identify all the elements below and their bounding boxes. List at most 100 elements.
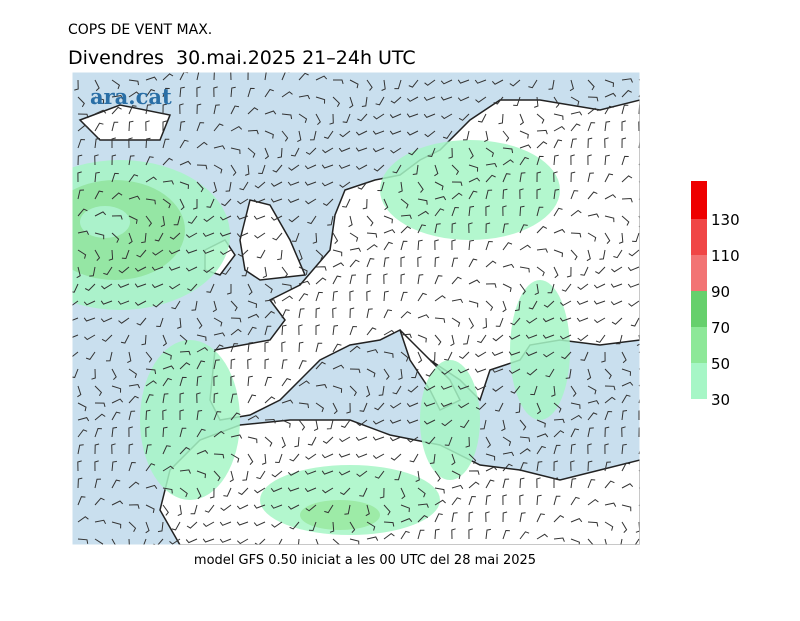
wind-barb — [128, 137, 133, 149]
wind-barb — [162, 103, 168, 115]
wind-barb — [553, 460, 559, 472]
wind-barb — [542, 334, 555, 339]
wind-barb — [213, 164, 223, 174]
wind-barb — [577, 334, 589, 342]
wind-barb — [621, 104, 629, 115]
wind-barb — [247, 358, 252, 370]
wind-barb — [145, 426, 150, 438]
wind-barb — [525, 351, 538, 357]
wind-barb — [349, 290, 354, 302]
wind-barb — [480, 419, 487, 430]
wind-barb — [491, 351, 504, 357]
wind-barb — [100, 317, 113, 323]
wind-barb — [272, 232, 283, 241]
wind-barb — [329, 113, 334, 125]
wind-barb — [145, 409, 151, 421]
wind-barb — [253, 198, 266, 204]
wind-barb — [254, 487, 266, 494]
wind-barb — [429, 453, 436, 464]
wind-barb — [221, 266, 232, 275]
wind-barb — [485, 240, 493, 251]
wind-barb — [638, 487, 640, 489]
wind-barb — [191, 300, 198, 311]
wind-barb — [415, 470, 420, 482]
wind-barb — [162, 180, 174, 185]
wind-barb — [372, 147, 385, 153]
wind-barb — [332, 96, 341, 108]
wind-barb — [206, 283, 215, 293]
wind-barb — [111, 192, 123, 200]
wind-barb — [287, 198, 300, 204]
wind-barb — [185, 538, 198, 544]
wind-barb — [424, 79, 436, 86]
wind-barb — [327, 215, 334, 226]
wind-barb — [536, 433, 549, 438]
wind-barb — [434, 295, 446, 302]
wind-barb — [196, 72, 200, 81]
wind-barb — [298, 402, 309, 409]
wind-barb — [187, 283, 198, 292]
wind-barb — [168, 266, 181, 271]
wind-barb — [434, 223, 441, 234]
wind-barb — [128, 481, 140, 489]
wind-barb — [604, 410, 613, 421]
wind-barb — [94, 427, 102, 438]
wind-barb — [570, 209, 582, 217]
wind-barb — [482, 317, 488, 329]
wind-barb — [270, 504, 283, 509]
wind-barb — [485, 189, 493, 200]
wind-barb — [196, 470, 207, 479]
wind-barb — [77, 154, 83, 166]
colorbar-segment — [691, 255, 707, 291]
wind-barb — [441, 368, 453, 375]
wind-barb — [468, 177, 481, 183]
wind-barb — [553, 96, 560, 108]
wind-barb — [187, 215, 198, 224]
wind-barb — [610, 283, 623, 288]
wind-barb — [94, 385, 103, 397]
wind-barb — [145, 463, 156, 472]
wind-barb — [502, 478, 510, 489]
wind-barb — [547, 283, 555, 294]
wind-barb — [632, 232, 640, 243]
wind-barb — [553, 537, 565, 542]
wind-barb — [400, 530, 410, 540]
wind-barb — [587, 172, 594, 183]
wind-barb — [298, 249, 303, 262]
wind-barb — [621, 381, 634, 387]
wind-barb — [519, 266, 530, 273]
wind-barb — [247, 375, 253, 387]
wind-barb — [168, 249, 181, 255]
wind-barb — [179, 362, 191, 370]
wind-barb — [91, 368, 96, 380]
wind-barb — [587, 154, 592, 166]
wind-barb — [519, 130, 529, 139]
wind-barb — [604, 79, 615, 88]
wind-barb — [272, 164, 283, 173]
wind-barb — [389, 436, 402, 442]
wind-barb — [536, 461, 543, 472]
wind-barb — [219, 249, 232, 256]
wind-barb — [236, 215, 249, 220]
wind-barb — [502, 494, 507, 506]
wind-barb — [359, 402, 368, 412]
wind-barb — [611, 266, 623, 273]
wind-barb — [451, 528, 456, 540]
wind-barb — [145, 368, 157, 375]
wind-barb — [491, 368, 504, 373]
wind-barb — [485, 466, 498, 472]
wind-barb — [179, 86, 185, 98]
colorbar-segment — [691, 327, 707, 363]
wind-barb — [213, 375, 218, 387]
wind-barb — [339, 436, 351, 443]
wind-barb — [196, 103, 202, 115]
wind-barb — [94, 402, 106, 408]
wind-barb — [253, 215, 266, 220]
wind-barb — [162, 120, 167, 131]
wind-barb — [322, 436, 334, 444]
wind-barb — [434, 528, 440, 540]
subtitle: Divendres 30.mai.2025 21–24h UTC — [68, 47, 416, 69]
wind-barb — [502, 529, 510, 540]
colorbar-segment — [691, 363, 707, 399]
wind-barb — [256, 470, 266, 480]
